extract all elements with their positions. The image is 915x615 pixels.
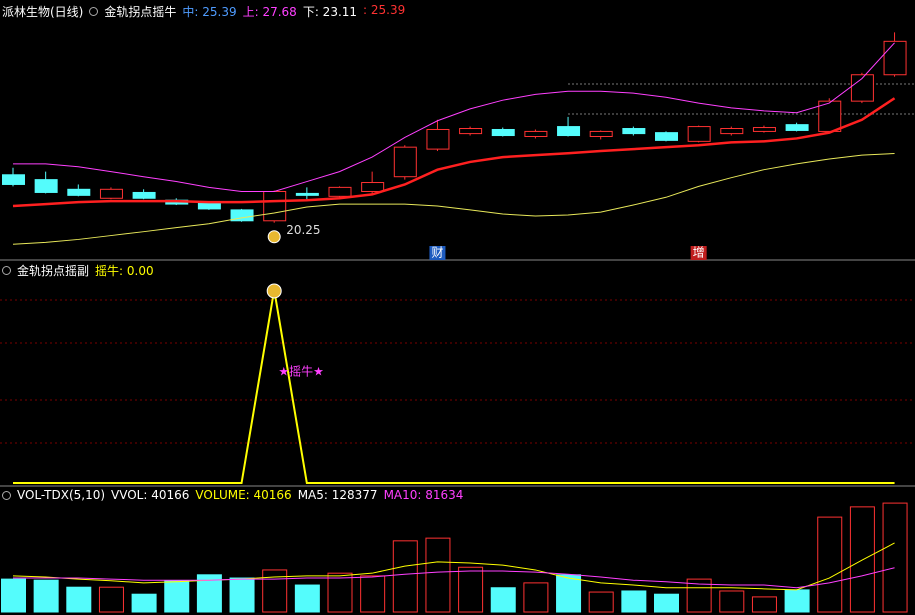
volume-bar <box>458 566 484 613</box>
icon[interactable] <box>89 6 99 16</box>
candle-body <box>589 130 613 138</box>
volume-bar <box>392 540 418 613</box>
volume-bar <box>229 577 255 613</box>
indicator-title: 金轨拐点摇副 <box>17 263 90 278</box>
candle-body <box>67 188 91 196</box>
icon[interactable] <box>2 490 11 500</box>
candle-body <box>263 190 287 222</box>
icon[interactable] <box>2 265 11 275</box>
candle-body <box>785 124 809 131</box>
volume-bar <box>751 596 777 613</box>
stock-title: 派林生物(日线) <box>2 4 84 19</box>
volume-bar <box>164 580 190 613</box>
volume-bar <box>882 502 908 613</box>
legend-item: VOLUME: 40166 <box>195 488 292 502</box>
legend-item: MA10: 81634 <box>383 488 464 502</box>
legend-item: MA5: 128377 <box>297 488 378 502</box>
indicator-title: VOL-TDX(5,10) <box>17 488 106 502</box>
candle-body <box>883 40 907 76</box>
candle-body <box>230 209 254 222</box>
candle-body <box>687 126 711 142</box>
volume-bar <box>719 590 745 613</box>
volume-bar <box>294 584 320 613</box>
volume-bar <box>556 574 582 613</box>
volume-bar <box>360 575 386 613</box>
line <box>13 42 895 192</box>
candle-body <box>491 128 515 137</box>
legend-item: 摇牛: 0.00 <box>95 263 154 278</box>
candle-body <box>99 188 123 199</box>
tag-bg <box>429 246 446 260</box>
volume-bar <box>33 579 59 613</box>
volume-bar <box>490 587 516 613</box>
volume-bar <box>784 589 810 613</box>
line <box>13 567 895 589</box>
line <box>13 289 895 484</box>
volume-bar <box>66 586 92 613</box>
candle-body <box>197 202 221 210</box>
legend-item: 中: 25.39 <box>182 4 237 19</box>
candle-body <box>655 132 678 141</box>
volume-bar <box>817 516 843 613</box>
panel-header: 派林生物(日线) 金轨拐点摇牛 中: 25.39 上: 27.68 下: 23.11… <box>2 3 405 19</box>
annotation: 20.25 <box>286 223 320 237</box>
money-icon <box>266 283 282 299</box>
annotation: 财 <box>431 246 443 260</box>
annotation: ★摇牛★ <box>278 364 324 379</box>
legend: 中: 25.39 上: 27.68 下: 23.11 : 25.39 <box>182 3 405 20</box>
candle-body <box>720 128 744 135</box>
volume-bar <box>621 590 647 613</box>
volume-bar <box>131 593 157 613</box>
panel-header: VOL-TDX(5,10) VVOL: 40166 VOLUME: 40166 MA… <box>2 487 463 503</box>
candle-body <box>393 146 417 178</box>
volume-bar <box>98 586 124 613</box>
candle-body <box>850 74 874 102</box>
candle-body <box>622 128 646 135</box>
candle-body <box>2 174 25 185</box>
legend-item: 上: 27.68 <box>242 4 297 19</box>
candle-body <box>426 128 450 150</box>
money-icon <box>267 230 281 244</box>
legend-item: 下: 23.11 <box>302 4 358 19</box>
candle-body <box>524 130 548 138</box>
line <box>12 542 895 591</box>
indicator-title: 金轨拐点摇牛 <box>104 4 177 19</box>
candle-body <box>132 191 156 199</box>
legend-item: : 25.39 <box>363 2 406 17</box>
candle-body <box>459 128 483 135</box>
legend: VVOL: 40166 VOLUME: 40166 MA5: 128377 MA10:… <box>111 488 463 502</box>
volume-bar <box>1 578 26 613</box>
candle-body <box>328 186 352 197</box>
line <box>12 152 895 245</box>
legend: 摇牛: 0.00 <box>95 262 154 279</box>
candle-body <box>295 192 319 196</box>
panel-header: 金轨拐点摇副 摇牛: 0.00 <box>2 262 154 278</box>
volume-bar <box>588 591 614 613</box>
candle-body <box>557 126 581 137</box>
volume-bar <box>523 582 549 613</box>
candle-body <box>34 179 58 193</box>
volume-bar <box>327 572 353 613</box>
volume-bar <box>654 593 679 613</box>
candle-body <box>752 127 776 132</box>
candle-body <box>361 182 385 192</box>
line <box>12 97 896 208</box>
tag-bg <box>690 246 707 260</box>
volume-bar <box>425 537 451 613</box>
annotation: 增 <box>693 246 705 260</box>
legend-item: VVOL: 40166 <box>111 488 190 502</box>
